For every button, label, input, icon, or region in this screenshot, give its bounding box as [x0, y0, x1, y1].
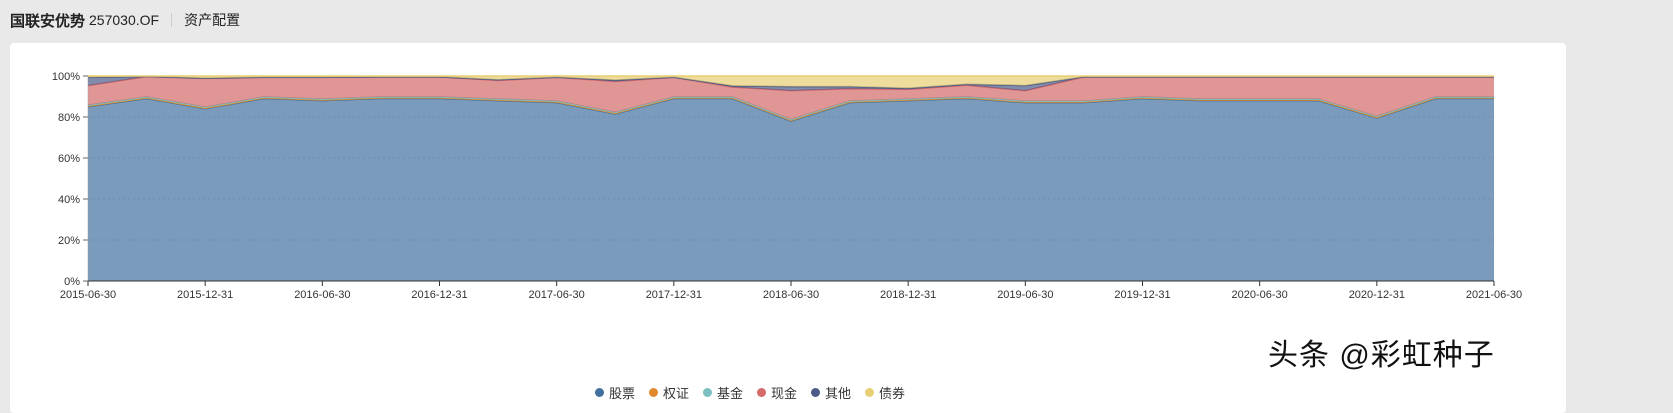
- legend-dot-icon: [648, 388, 658, 397]
- y-tick-label: 40%: [58, 194, 80, 206]
- asset-allocation-chart: 0% 20% 40% 60% 80% 100% 2015-06-30 2015-12-31 20…: [52, 71, 1522, 301]
- x-tick-label: 2019-12-31: [1114, 289, 1170, 301]
- x-tick-label: 2017-06-30: [529, 289, 585, 301]
- x-tick-label: 2015-12-31: [177, 289, 233, 301]
- legend-item[interactable]: 其他: [811, 383, 851, 402]
- legend-label: 股票: [608, 386, 635, 401]
- x-tick-label: 2016-06-30: [294, 289, 350, 301]
- area-0: [88, 98, 1494, 281]
- legend-item[interactable]: 债券: [865, 383, 905, 402]
- y-tick-label: 60%: [58, 153, 80, 165]
- legend-dot-icon: [594, 388, 604, 397]
- legend-label: 债券: [879, 386, 906, 401]
- chart-card: 0% 20% 40% 60% 80% 100% 2015-06-30 2015-12-31 20…: [10, 43, 1566, 413]
- legend-label: 其他: [825, 386, 852, 401]
- header-divider: [171, 13, 173, 27]
- fund-name: 国联安优势: [10, 12, 86, 30]
- section-title: 资产配置: [184, 12, 241, 28]
- watermark: 头条 @彩虹种子: [1268, 339, 1495, 372]
- legend-label: 现金: [771, 386, 798, 401]
- legend-dot-icon: [757, 388, 766, 397]
- legend-dot-icon: [811, 388, 821, 397]
- page-header: 国联安优势 257030.OF 资产配置: [10, 9, 240, 31]
- legend-label: 基金: [716, 386, 743, 401]
- x-tick-label: 2017-12-31: [646, 289, 702, 301]
- x-tick-label: 2020-12-31: [1349, 289, 1405, 301]
- area-3: [88, 76, 1494, 120]
- y-tick-label: 80%: [58, 112, 80, 124]
- x-tick-label: 2021-06-30: [1466, 289, 1522, 301]
- x-tick-label: 2015-06-30: [60, 289, 116, 301]
- legend-item[interactable]: 基金: [702, 383, 743, 402]
- x-tick-label: 2016-12-31: [411, 289, 467, 301]
- fund-code: 257030.OF: [89, 12, 160, 28]
- y-tick-label: 20%: [58, 235, 80, 247]
- legend-label: 权证: [662, 386, 689, 401]
- x-tick-label: 2018-06-30: [763, 289, 819, 301]
- legend-item[interactable]: 权证: [648, 383, 689, 402]
- chart-legend: 股票 权证 基金 现金 其他 债券: [10, 383, 1490, 402]
- legend-item[interactable]: 股票: [594, 383, 635, 402]
- y-tick-label: 0%: [64, 276, 80, 288]
- legend-dot-icon: [865, 388, 875, 397]
- x-tick-label: 2020-06-30: [1232, 289, 1288, 301]
- x-tick-label: 2019-06-30: [997, 289, 1053, 301]
- x-tick-label: 2018-12-31: [880, 289, 936, 301]
- legend-item[interactable]: 现金: [757, 383, 797, 402]
- legend-dot-icon: [702, 388, 712, 397]
- area-5: [88, 76, 1494, 89]
- y-tick-label: 100%: [52, 71, 80, 83]
